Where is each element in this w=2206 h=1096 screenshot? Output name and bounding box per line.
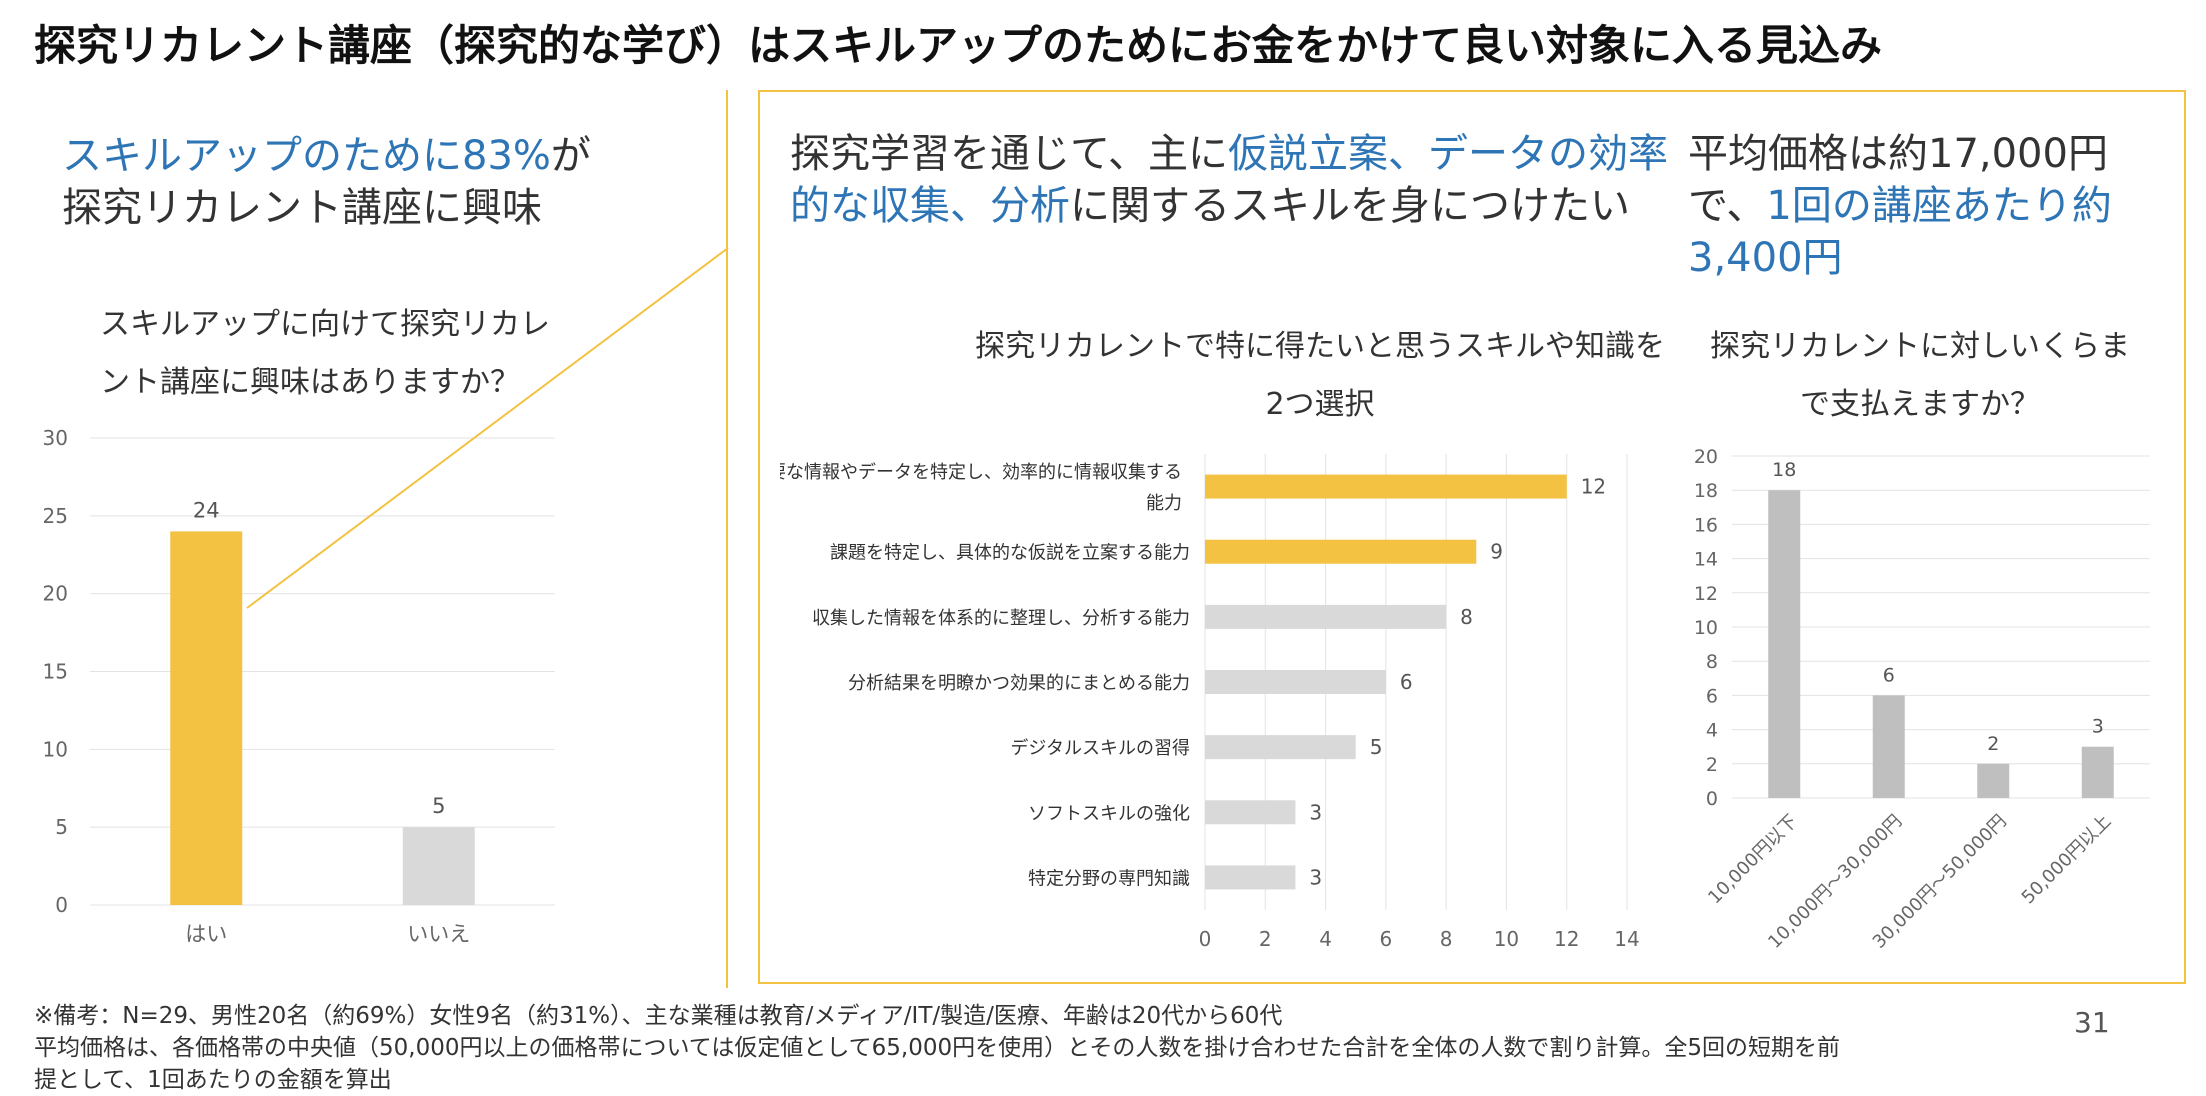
x-tick-label: 12 — [1554, 927, 1579, 951]
bar — [1205, 800, 1296, 825]
middle-headline-d: に関するスキルを身につけたい — [1070, 183, 1630, 229]
bar — [1205, 539, 1477, 564]
y-tick-label: 25 — [43, 504, 68, 528]
data-label: 3 — [1309, 800, 1322, 824]
category-label: 収集した情報を体系的に整理し、分析する能力 — [812, 608, 1190, 629]
left-headline: スキルアップのために83%が 探究リカレント講座に興味 — [62, 130, 591, 234]
y-tick-label: 8 — [1706, 651, 1718, 673]
footnote: ※備考：N=29、男性20名（約69%）女性9名（約31%）、主な業種は教育/メ… — [34, 1000, 1840, 1096]
y-tick-label: 10 — [1694, 617, 1718, 639]
category-label: 分析結果を明瞭かつ効果的にまとめる能力 — [848, 673, 1190, 694]
right-question-line2: で支払えますか？ — [1800, 387, 2040, 422]
footnote-line3: 提として、1回あたりの金額を算出 — [34, 1067, 392, 1093]
y-tick-label: 6 — [1706, 685, 1718, 707]
x-tick-label: はい — [185, 922, 227, 946]
category-label: 特定分野の専門知識 — [1028, 868, 1190, 889]
y-tick-label: 30 — [43, 426, 68, 450]
left-question-line1: スキルアップに向けて探究リカレ — [100, 307, 550, 342]
data-label: 12 — [1581, 475, 1606, 499]
footnote-line1: ※備考：N=29、男性20名（約69%）女性9名（約31%）、主な業種は教育/メ… — [34, 1003, 1283, 1029]
category-label: 課題を特定し、具体的な仮説を立案する能力 — [830, 543, 1190, 564]
left-headline-highlight: スキルアップのために83% — [62, 133, 551, 179]
y-tick-label: 0 — [1706, 788, 1718, 810]
y-tick-label: 12 — [1694, 583, 1718, 605]
x-tick-label: 6 — [1379, 927, 1392, 951]
right-headline-a: で、 — [1688, 183, 1767, 229]
data-label: 2 — [1987, 733, 1999, 755]
right-question: 探究リカレントに対しいくらま で支払えますか？ — [1690, 318, 2150, 434]
data-label: 24 — [193, 498, 220, 522]
middle-headline-b: 仮説立案、データの効率 — [1228, 131, 1668, 177]
category-label: デジタルスキルの習得 — [1010, 738, 1190, 759]
right-headline-c: 3,400円 — [1688, 235, 1843, 281]
data-label: 9 — [1490, 540, 1503, 564]
left-headline-suffix: が — [550, 133, 591, 179]
x-tick-label: 4 — [1319, 927, 1332, 951]
x-tick-label: 0 — [1199, 927, 1212, 951]
x-tick-label: 8 — [1440, 927, 1453, 951]
x-tick-label: 50,000円以上 — [2018, 811, 2116, 909]
y-tick-label: 18 — [1694, 480, 1718, 502]
bar — [1205, 865, 1296, 890]
data-label: 6 — [1883, 664, 1895, 686]
y-tick-label: 16 — [1694, 514, 1718, 536]
bar — [1205, 670, 1386, 694]
category-label: ソフトスキルの強化 — [1028, 803, 1190, 824]
y-tick-label: 0 — [55, 893, 68, 917]
middle-headline: 探究学習を通じて、主に仮説立案、データの効率 的な収集、分析に関するスキルを身に… — [790, 128, 1670, 232]
y-tick-label: 15 — [43, 660, 68, 684]
middle-question-line1: 探究リカレントで特に得たいと思うスキルや知識を — [975, 329, 1665, 364]
y-tick-label: 5 — [55, 815, 68, 839]
category-label: 必要な情報やデータを特定し、効率的に情報収集する — [780, 462, 1182, 483]
bar — [170, 531, 243, 905]
right-headline-b: 1回の講座あたり約 — [1766, 183, 2112, 229]
right-headline-line1: 平均価格は約17,000円 — [1688, 131, 2108, 177]
price-chart: 024681012141618201810,000円以下610,000円～30,… — [1694, 446, 2150, 953]
right-headline: 平均価格は約17,000円 で、1回の講座あたり約 3,400円 — [1688, 128, 2168, 284]
data-label: 5 — [1370, 735, 1383, 759]
bar — [1205, 474, 1567, 499]
data-label: 18 — [1772, 459, 1796, 481]
page-number: 31 — [2074, 1006, 2110, 1039]
bar — [1205, 604, 1447, 629]
bar — [1205, 735, 1356, 760]
left-headline-line2: 探究リカレント講座に興味 — [62, 185, 542, 231]
left-question-line2: ント講座に興味はありますか？ — [100, 365, 520, 400]
y-tick-label: 10 — [43, 737, 68, 761]
middle-headline-c: 的な収集、分析 — [790, 183, 1070, 229]
middle-question: 探究リカレントで特に得たいと思うスキルや知識を 2つ選択 — [880, 318, 1760, 434]
divider-line — [726, 90, 728, 988]
left-question: スキルアップに向けて探究リカレ ント講座に興味はありますか？ — [100, 296, 550, 412]
x-tick-label: 14 — [1614, 927, 1639, 951]
bar — [2081, 746, 2114, 798]
y-tick-label: 4 — [1706, 720, 1718, 742]
middle-headline-a: 探究学習を通じて、主に — [790, 131, 1228, 177]
page-title: 探究リカレント講座（探究的な学び）はスキルアップのためにお金をかけて良い対象に入… — [34, 21, 1883, 70]
right-question-line1: 探究リカレントに対しいくらま — [1710, 329, 2130, 364]
bar — [402, 827, 475, 905]
bar — [1768, 490, 1801, 798]
footnote-line2: 平均価格は、各価格帯の中央値（50,000円以上の価格帯については仮定値として6… — [34, 1035, 1841, 1061]
interest-chart: 0 5 10 15 20 25 30 24 はい 5 いいえ — [43, 426, 555, 946]
category-label: 能力 — [1146, 493, 1182, 514]
data-label: 8 — [1460, 605, 1473, 629]
bar — [1872, 695, 1905, 798]
x-tick-label: 10 — [1494, 927, 1519, 951]
x-tick-label: 10,000円以下 — [1704, 811, 1802, 909]
data-label: 5 — [432, 794, 445, 818]
bar — [1977, 763, 2010, 798]
middle-question-line2: 2つ選択 — [1265, 387, 1375, 422]
y-tick-label: 20 — [43, 582, 68, 606]
y-tick-label: 2 — [1706, 754, 1718, 776]
y-tick-label: 14 — [1694, 549, 1718, 571]
data-label: 6 — [1400, 670, 1413, 694]
data-label: 3 — [1309, 865, 1322, 889]
x-tick-label: いいえ — [407, 922, 470, 946]
y-tick-label: 20 — [1694, 446, 1718, 468]
detail-panel — [758, 90, 2186, 984]
x-tick-label: 2 — [1259, 927, 1272, 951]
data-label: 3 — [2092, 716, 2104, 738]
